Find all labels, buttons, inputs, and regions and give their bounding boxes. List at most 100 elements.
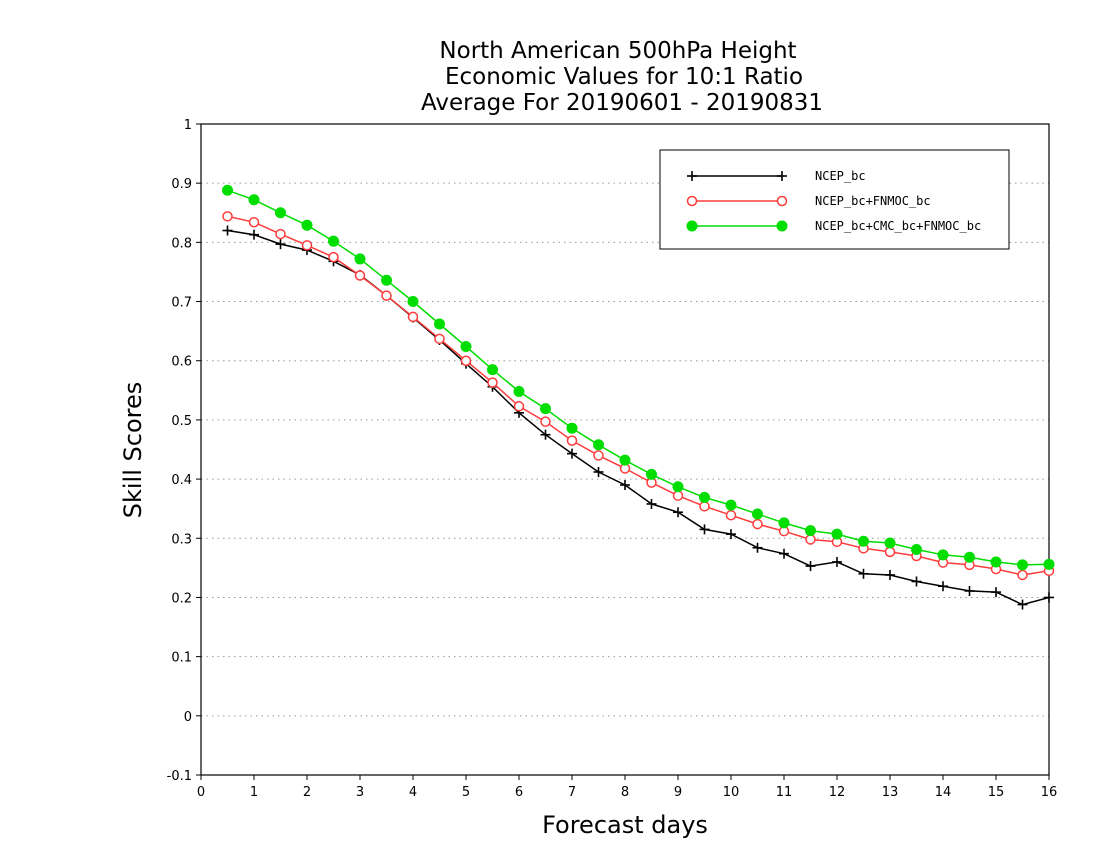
x-tick-label: 13 bbox=[882, 785, 899, 800]
data-point bbox=[487, 377, 498, 388]
x-tick-label: 1 bbox=[250, 785, 258, 800]
x-tick-label: 10 bbox=[723, 785, 740, 800]
data-point bbox=[646, 468, 657, 480]
data-point bbox=[752, 508, 763, 520]
y-tick-label: 0.5 bbox=[171, 414, 192, 429]
data-point bbox=[779, 548, 789, 559]
data-point bbox=[434, 333, 445, 345]
data-point bbox=[1017, 599, 1028, 610]
x-tick-label: 0 bbox=[197, 785, 205, 800]
data-point bbox=[831, 528, 843, 540]
data-point bbox=[513, 401, 525, 412]
grid-lines bbox=[201, 182, 1049, 717]
legend: NCEP_bc NCEP_bc+FNMOC_bc NCEP_bc+CMC_bc+FN… bbox=[659, 149, 1010, 250]
data-point bbox=[964, 585, 975, 596]
data-point bbox=[407, 296, 419, 308]
data-point bbox=[725, 499, 737, 511]
data-point bbox=[673, 507, 683, 518]
data-point bbox=[566, 422, 578, 434]
x-tick-label: 6 bbox=[515, 785, 523, 800]
data-point bbox=[805, 534, 816, 545]
data-point bbox=[593, 439, 604, 451]
data-point bbox=[567, 448, 577, 459]
data-point bbox=[885, 569, 895, 580]
title-line-1: North American 500hPa Height bbox=[439, 38, 796, 64]
x-tick-label: 9 bbox=[674, 785, 682, 800]
x-tick-label: 15 bbox=[988, 785, 1005, 800]
x-tick-label: 11 bbox=[776, 785, 793, 800]
data-point bbox=[540, 403, 551, 415]
data-point bbox=[301, 219, 313, 231]
x-tick-label: 2 bbox=[303, 785, 311, 800]
data-point bbox=[805, 561, 816, 572]
y-tick-label: 0.9 bbox=[171, 177, 192, 192]
data-point bbox=[248, 194, 260, 206]
data-point bbox=[937, 549, 949, 561]
data-point bbox=[593, 450, 604, 461]
y-tick-label: 0.6 bbox=[171, 355, 192, 370]
y-axis-label: Skill Scores bbox=[119, 382, 147, 519]
data-point bbox=[460, 355, 472, 366]
series-line bbox=[227, 229, 1050, 606]
data-point bbox=[540, 429, 551, 440]
x-tick-label: 12 bbox=[829, 785, 846, 800]
x-tick-label: 3 bbox=[356, 785, 364, 800]
data-point bbox=[434, 318, 445, 330]
data-point bbox=[1044, 592, 1054, 603]
data-point bbox=[726, 529, 736, 540]
data-point bbox=[1017, 569, 1028, 581]
legend-entries: NCEP_bc NCEP_bc+FNMOC_bc NCEP_bc+CMC_bc+FN… bbox=[686, 169, 981, 233]
data-point bbox=[646, 498, 657, 509]
x-tick-label: 16 bbox=[1041, 785, 1058, 800]
data-point bbox=[275, 228, 286, 240]
data-point bbox=[964, 551, 975, 563]
data-point bbox=[619, 454, 631, 466]
x-tick-label: 5 bbox=[462, 785, 470, 800]
data-point bbox=[460, 341, 472, 353]
y-tick-label: 0.1 bbox=[171, 651, 192, 666]
y-tick-label: 0.7 bbox=[171, 296, 192, 311]
data-point bbox=[407, 311, 419, 323]
legend-marker bbox=[776, 195, 788, 207]
data-point bbox=[858, 568, 869, 579]
legend-label: NCEP_bc bbox=[815, 169, 866, 183]
axis-ticks: -0.100.10.20.30.40.50.60.70.80.910 1 2 3 4 5 6… bbox=[167, 118, 1058, 800]
y-tick-label: -0.1 bbox=[167, 769, 192, 784]
legend-marker bbox=[776, 220, 788, 232]
data-point bbox=[858, 535, 869, 547]
data-point bbox=[301, 240, 313, 251]
series-2 bbox=[222, 211, 1055, 581]
data-point bbox=[513, 386, 525, 398]
data-point bbox=[354, 253, 366, 265]
data-point bbox=[354, 270, 366, 281]
data-point bbox=[249, 229, 259, 240]
data-point bbox=[911, 576, 922, 587]
chart-title: North American 500hPa Height Economic Va… bbox=[421, 38, 823, 116]
data-point bbox=[672, 481, 684, 493]
data-point bbox=[884, 546, 896, 558]
x-tick-label: 8 bbox=[621, 785, 629, 800]
data-point bbox=[752, 518, 763, 530]
data-point bbox=[938, 581, 948, 592]
data-point bbox=[911, 544, 922, 556]
data-point bbox=[699, 501, 710, 512]
y-tick-label: 1 bbox=[184, 118, 192, 133]
legend-marker bbox=[686, 220, 698, 232]
data-point bbox=[778, 517, 790, 529]
legend-label: NCEP_bc+FNMOC_bc bbox=[815, 194, 931, 208]
data-point bbox=[593, 466, 604, 477]
series-3 bbox=[222, 184, 1055, 571]
data-point bbox=[990, 556, 1002, 568]
data-point bbox=[884, 537, 896, 549]
legend-box bbox=[659, 149, 1010, 250]
data-point bbox=[222, 225, 233, 236]
data-point bbox=[832, 556, 842, 567]
series-layer bbox=[222, 184, 1055, 610]
data-point bbox=[487, 364, 498, 376]
data-point bbox=[991, 587, 1001, 598]
x-axis-label: Forecast days bbox=[542, 811, 708, 839]
y-tick-label: 0.2 bbox=[171, 591, 192, 606]
data-point bbox=[805, 525, 816, 537]
data-point bbox=[222, 211, 233, 222]
